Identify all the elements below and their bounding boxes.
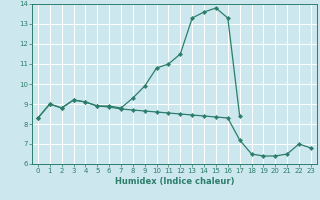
X-axis label: Humidex (Indice chaleur): Humidex (Indice chaleur)	[115, 177, 234, 186]
